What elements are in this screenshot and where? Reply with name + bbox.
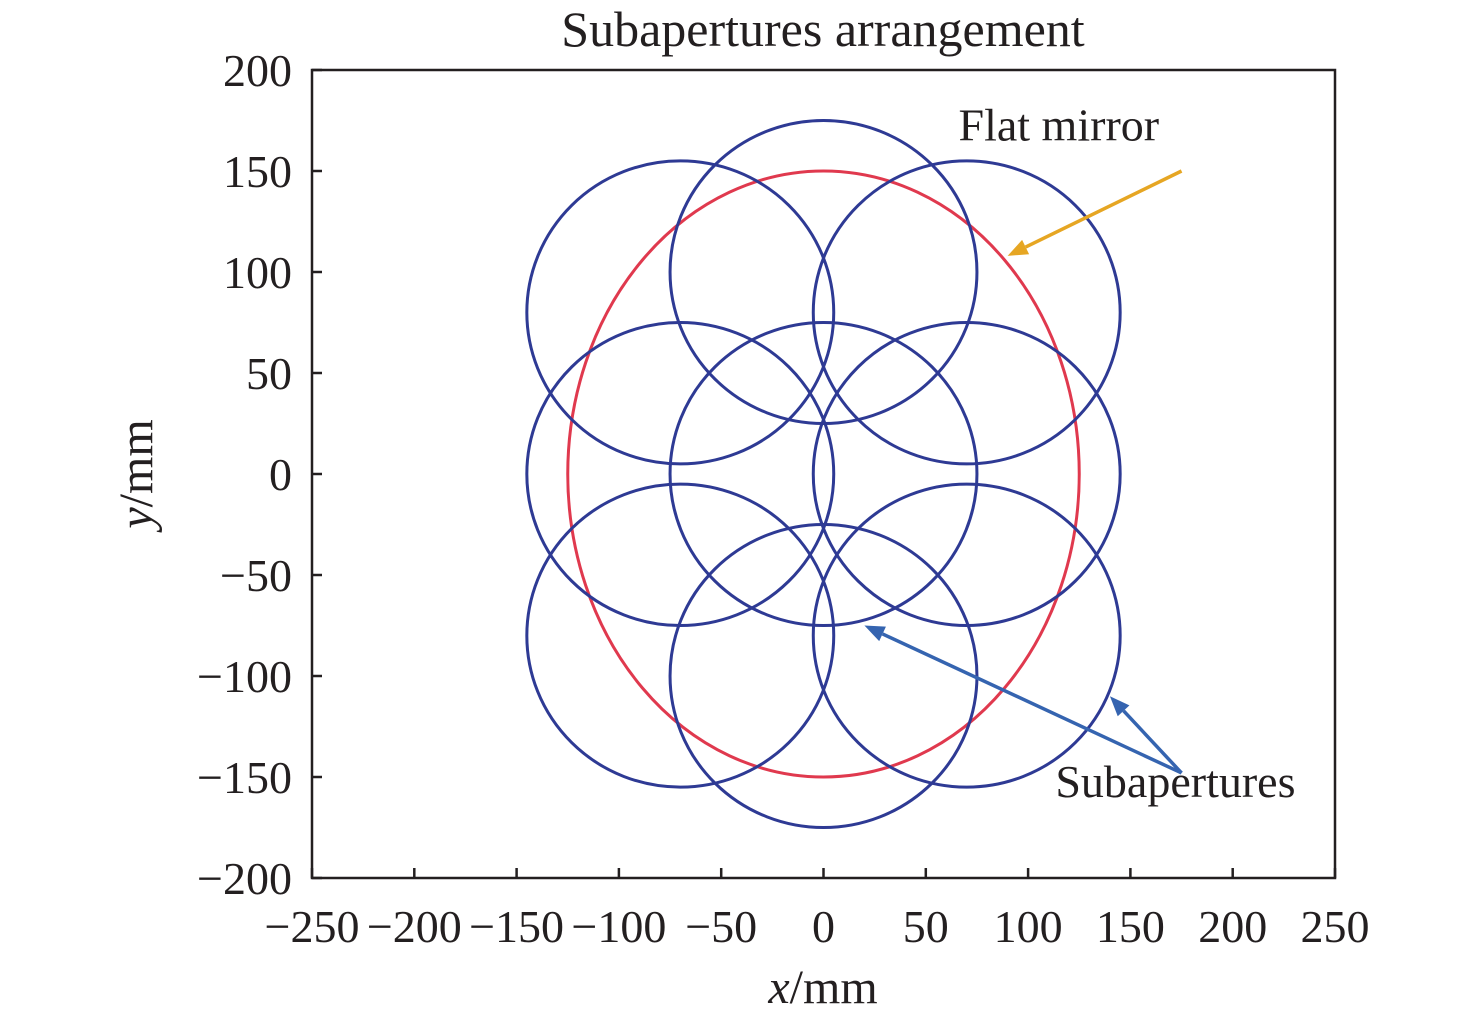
annotation-arrow-2-2-head xyxy=(1109,696,1130,717)
x-axis-label: x/mm xyxy=(767,961,877,1014)
subaperture-circle-8 xyxy=(811,321,1122,627)
flat-mirror-layer xyxy=(566,169,1081,779)
annotation-arrow-1-shaft xyxy=(1024,169,1183,249)
annotation-arrow-2-2-shaft xyxy=(1122,709,1183,775)
annotation-arrow-2-1-shaft xyxy=(881,632,1183,775)
subaperture-circle-9 xyxy=(811,482,1122,789)
y-tick-label: 200 xyxy=(223,45,292,96)
y-tick-label: 0 xyxy=(269,449,292,500)
y-tick-label: −50 xyxy=(220,550,292,601)
x-tick-label: 250 xyxy=(1301,901,1370,952)
y-tick-label: −100 xyxy=(197,651,292,702)
x-tick-label: −250 xyxy=(265,901,360,952)
annotation-arrow-2-1-head xyxy=(864,625,886,642)
subapertures-layer xyxy=(525,119,1122,829)
x-tick-label: 100 xyxy=(994,901,1063,952)
x-tick-label: 0 xyxy=(812,901,835,952)
subaperture-circle-7 xyxy=(811,159,1122,466)
annotation-label: Flat mirror xyxy=(959,100,1160,151)
y-tick-label: 50 xyxy=(246,348,292,399)
x-tick-label: 200 xyxy=(1198,901,1267,952)
y-axis-label: y/mm xyxy=(110,419,163,533)
x-tick-label: −150 xyxy=(469,901,564,952)
chart-title: Subapertures arrangement xyxy=(561,1,1084,57)
flat-mirror-ellipse xyxy=(566,169,1081,779)
annotation-arrow-1-head xyxy=(1007,239,1030,256)
subaperture-circle-6 xyxy=(525,482,836,789)
y-tick-label: 150 xyxy=(223,146,292,197)
y-ticks: 200 150 100 50 0 −50 −100 −150 −200 xyxy=(197,45,322,904)
x-tick-label: −200 xyxy=(367,901,462,952)
x-tick-label: 50 xyxy=(903,901,949,952)
y-tick-label: 100 xyxy=(223,247,292,298)
x-tick-label: 150 xyxy=(1096,901,1165,952)
subaperture-circle-2 xyxy=(668,321,979,627)
x-tick-label: −50 xyxy=(685,901,757,952)
x-tick-label: −100 xyxy=(571,901,666,952)
subaperture-circle-5 xyxy=(525,321,836,627)
y-tick-label: −200 xyxy=(197,853,292,904)
subaperture-circle-4 xyxy=(525,159,836,466)
y-tick-label: −150 xyxy=(197,752,292,803)
x-ticks: −250 −200 −150 −100 −50 0 50 100 150 200 250 xyxy=(265,868,1370,952)
